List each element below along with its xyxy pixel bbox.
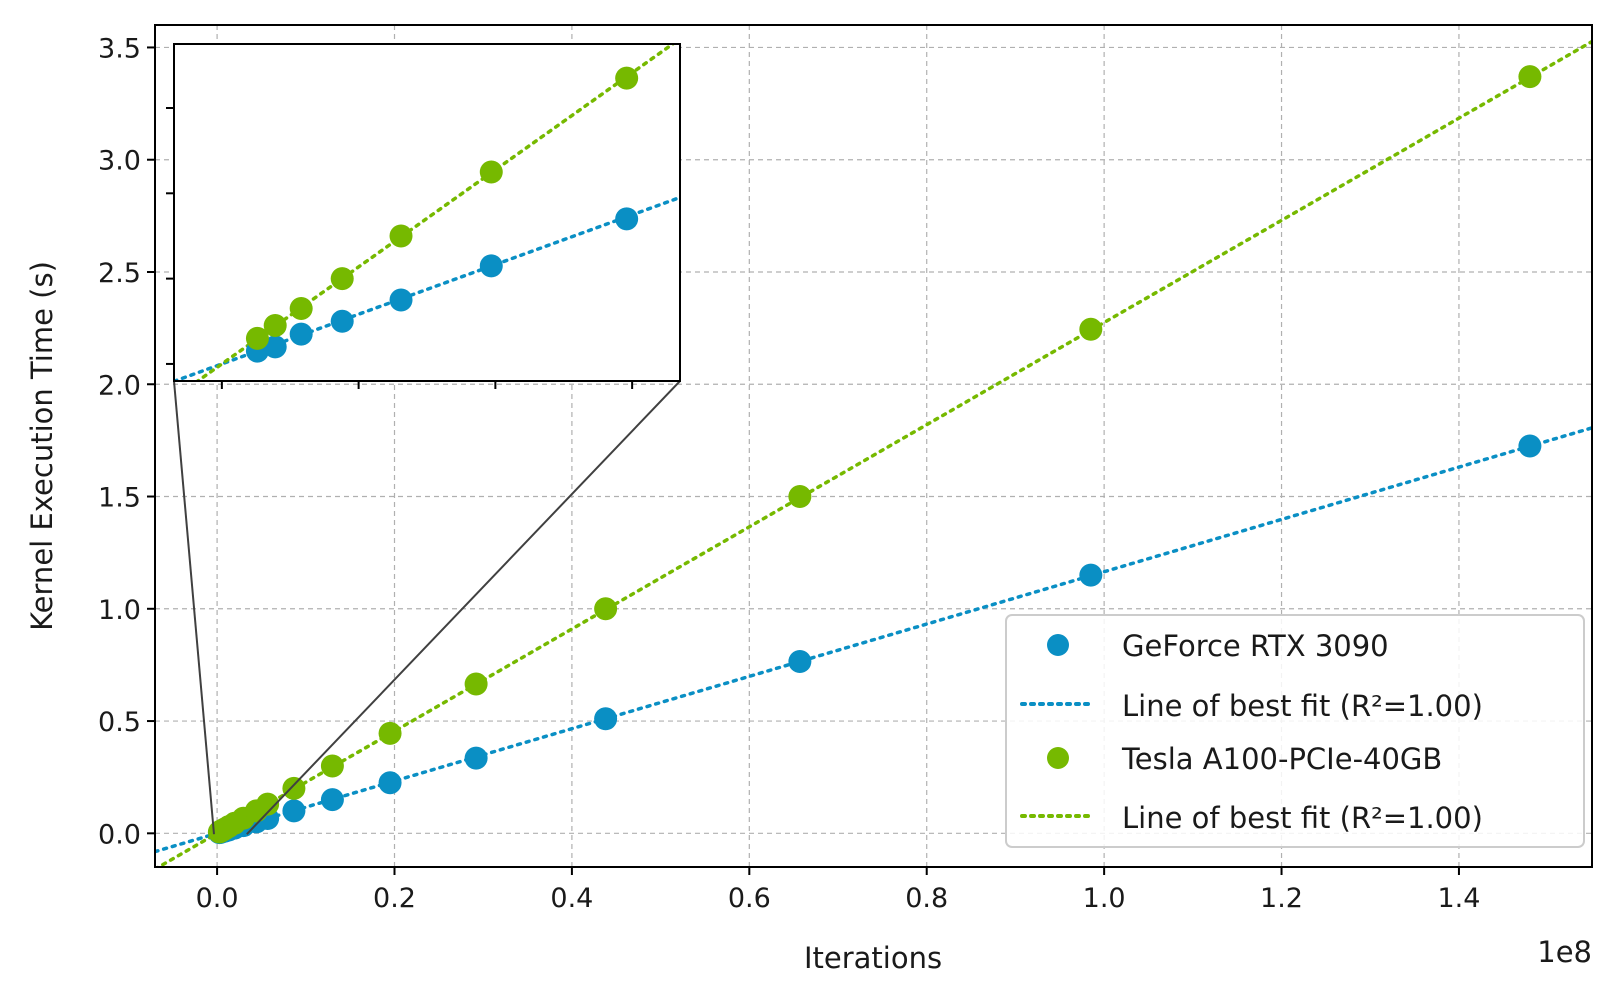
data-point — [1079, 563, 1103, 587]
x-axis-label: Iterations — [804, 941, 942, 975]
legend-label-rtx3090: GeForce RTX 3090 — [1122, 629, 1389, 663]
y-tick-label: 1.5 — [98, 483, 141, 514]
data-point — [594, 597, 618, 621]
inset-data-point — [289, 322, 313, 346]
fit-line — [155, 39, 1592, 867]
data-point — [320, 788, 344, 812]
x-tick-label: 0.0 — [196, 883, 239, 914]
inset-frame — [173, 43, 681, 382]
inset-data-point — [615, 66, 639, 90]
x-tick-label: 1.4 — [1437, 883, 1480, 914]
data-point — [282, 799, 306, 823]
x-tick-label: 0.6 — [728, 883, 771, 914]
data-point — [464, 672, 488, 696]
y-tick-label: 2.0 — [98, 370, 141, 401]
data-point — [788, 485, 812, 509]
x-tick-label: 0.2 — [373, 883, 416, 914]
legend-box — [1005, 614, 1585, 848]
data-point — [464, 746, 488, 770]
zoom-connectors — [173, 380, 681, 835]
inset-data-point — [389, 288, 413, 312]
legend: GeForce RTX 3090 Line of best fit (R²=1.… — [1005, 614, 1585, 848]
x-tick-label: 1.2 — [1260, 883, 1303, 914]
inset-data-point — [289, 296, 313, 320]
data-point — [1079, 317, 1103, 341]
data-point — [378, 771, 402, 795]
y-tick-label: 0.0 — [98, 819, 141, 850]
y-axis-label: Kernel Execution Time (s) — [25, 261, 59, 631]
inset-data-point — [330, 267, 354, 291]
data-point — [788, 650, 812, 674]
data-point — [320, 754, 344, 778]
data-point — [378, 721, 402, 745]
y-tick-label: 2.5 — [98, 258, 141, 289]
main-plot-area — [155, 39, 1592, 867]
zoom-connector-right — [246, 380, 681, 835]
data-point — [256, 792, 280, 816]
y-tick-label: 3.0 — [98, 146, 141, 177]
legend-marker-rtx3090 — [1047, 634, 1069, 656]
inset-data-point — [479, 254, 503, 278]
zoom-connector-left — [173, 380, 215, 835]
fit-line — [155, 426, 1592, 854]
inset-data-point — [389, 224, 413, 248]
inset-data-point — [479, 160, 503, 184]
legend-marker-a100 — [1047, 747, 1069, 769]
legend-label-a100-fit: Line of best fit (R²=1.00) — [1122, 801, 1483, 835]
inset-data-point — [615, 207, 639, 231]
y-tick-label: 1.0 — [98, 595, 141, 626]
inset-data-point — [330, 309, 354, 333]
data-point — [1518, 65, 1542, 89]
data-point — [1518, 434, 1542, 458]
data-point — [282, 776, 306, 800]
x-tick-label: 0.8 — [905, 883, 948, 914]
inset-ticks — [166, 106, 634, 389]
x-offset-label: 1e8 — [1537, 935, 1592, 969]
main-ticks: 0.0 0.2 0.4 0.6 0.8 1.0 1.2 1.4 0.0 0.5 1.0 1.5 2.0 2… — [98, 33, 1480, 914]
inset-data-point — [245, 326, 269, 350]
inset-data-point — [263, 314, 287, 338]
y-tick-label: 3.5 — [98, 33, 141, 64]
inset-plot-area — [174, 44, 680, 381]
main-axes-frame — [154, 24, 1593, 868]
inset-data-point — [263, 335, 287, 359]
legend-label-rtx3090-fit: Line of best fit (R²=1.00) — [1122, 689, 1483, 723]
legend-label-a100: Tesla A100-PCIe-40GB — [1121, 742, 1442, 776]
x-tick-label: 1.0 — [1083, 883, 1126, 914]
data-point — [594, 707, 618, 731]
y-tick-label: 0.5 — [98, 707, 141, 738]
x-tick-label: 0.4 — [550, 883, 593, 914]
